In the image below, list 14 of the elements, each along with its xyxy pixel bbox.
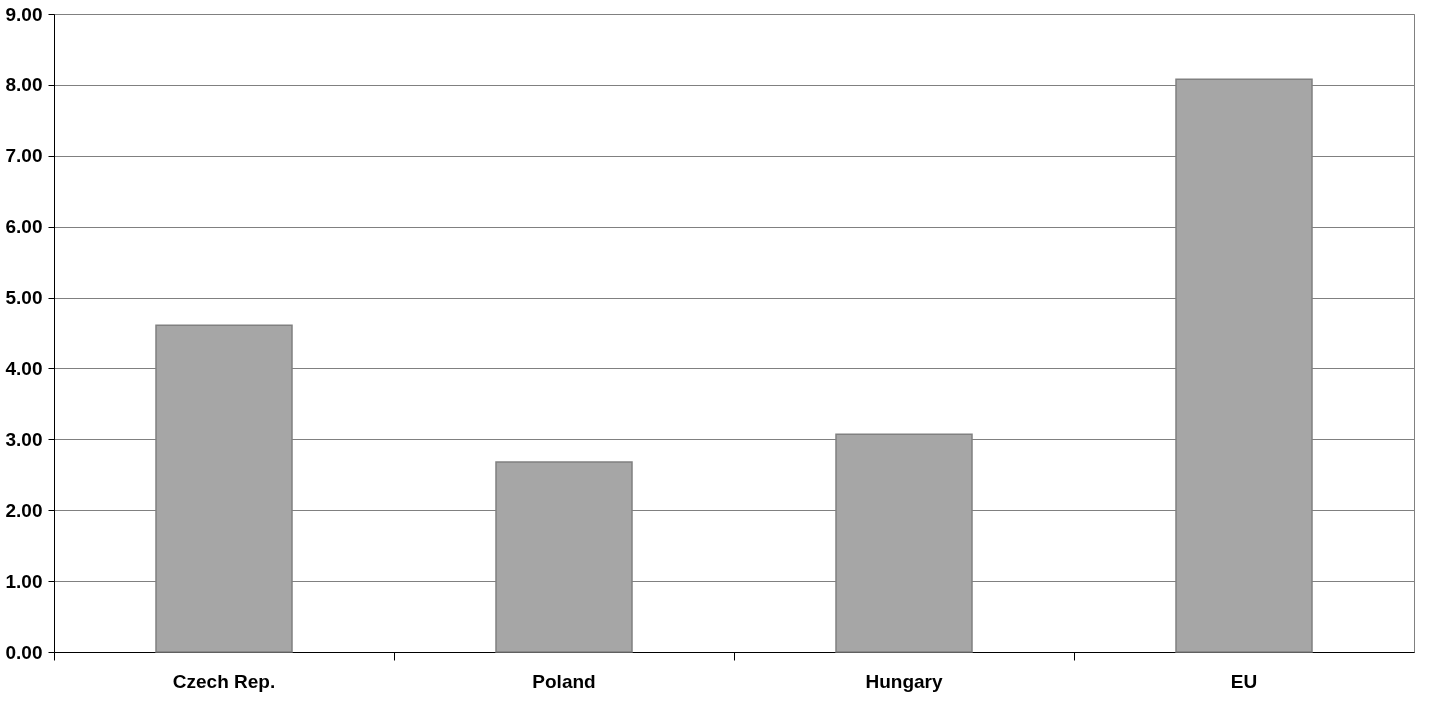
x-tick-label: Hungary	[865, 670, 943, 692]
y-tick-label: 3.00	[5, 428, 43, 450]
y-tick-label: 8.00	[5, 74, 43, 96]
y-tick-label: 0.00	[5, 641, 43, 663]
y-tick-label: 7.00	[5, 145, 43, 167]
y-tick-label: 1.00	[5, 570, 43, 592]
x-tick-label: Czech Rep.	[172, 670, 276, 692]
y-tick-label: 5.00	[5, 287, 43, 309]
y-tick-label: 6.00	[5, 216, 43, 238]
y-tick-label: 9.00	[5, 3, 43, 25]
x-tick-label: Poland	[532, 670, 596, 692]
x-tick-label: EU	[1230, 670, 1258, 692]
y-tick-label: 2.00	[5, 499, 43, 521]
y-tick-label: 4.00	[5, 357, 43, 379]
